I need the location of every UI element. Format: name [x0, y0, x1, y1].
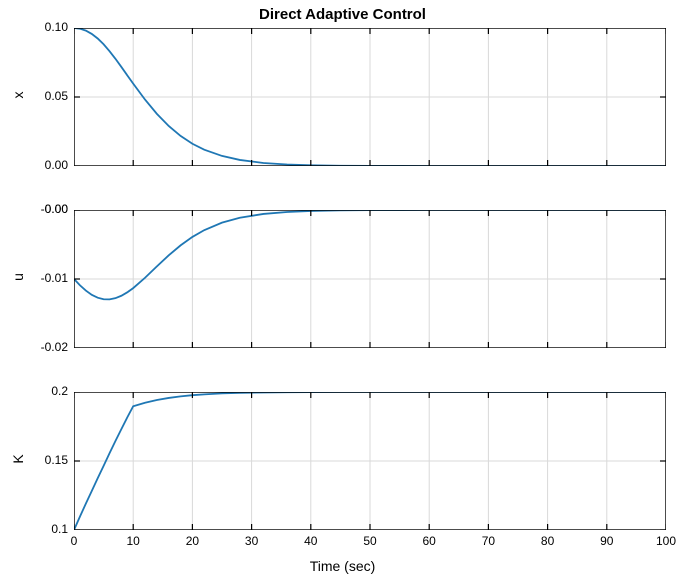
plot-svg-x [74, 28, 666, 166]
xtick-label: 50 [355, 534, 385, 548]
ytick-label: 0.2 [18, 384, 68, 398]
y-axis-label-x: x [10, 85, 26, 105]
xtick-label: 20 [177, 534, 207, 548]
xtick-label: 60 [414, 534, 444, 548]
plot-svg-u [74, 210, 666, 348]
panel-x: 0.000.050.10x [74, 28, 666, 166]
ytick-label: 0.00 [18, 158, 68, 172]
ytick-label: 0.10 [18, 20, 68, 34]
xtick-label: 30 [237, 534, 267, 548]
xtick-label: 100 [651, 534, 681, 548]
ytick-label: -0.02 [18, 340, 68, 354]
xtick-label: 80 [533, 534, 563, 548]
plot-svg-K [74, 392, 666, 530]
figure-title: Direct Adaptive Control [0, 6, 685, 23]
xtick-label: 0 [59, 534, 89, 548]
y-axis-label-u: u [10, 267, 26, 287]
xtick-label: 70 [473, 534, 503, 548]
xtick-label: 40 [296, 534, 326, 548]
panel-K: 0.10.150.20102030405060708090100K [74, 392, 666, 530]
figure: Direct Adaptive Control 0.000.050.10x -0.… [0, 0, 685, 553]
panel-u: -0.02-0.01-0.000.00u [74, 210, 666, 348]
x-axis-label: Time (sec) [0, 558, 685, 574]
xtick-label: 90 [592, 534, 622, 548]
ytick-label: 0.00 [18, 202, 68, 216]
xtick-label: 10 [118, 534, 148, 548]
y-axis-label-K: K [10, 449, 26, 469]
